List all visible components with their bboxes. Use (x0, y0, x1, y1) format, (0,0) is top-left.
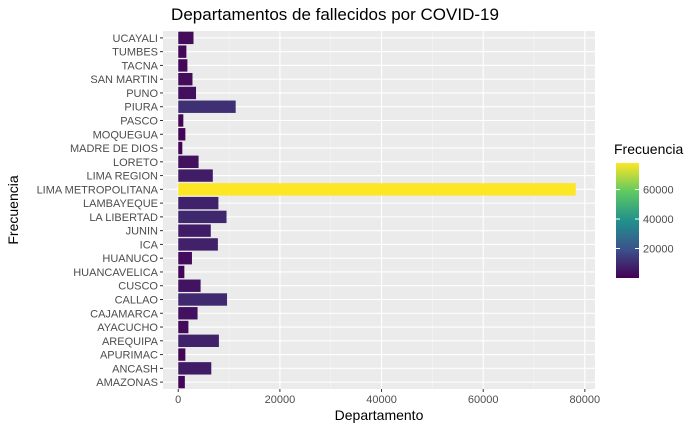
legend-title: Frecuencia (614, 141, 683, 157)
y-tick-label: LIMA METROPOLITANA (37, 184, 159, 196)
y-tick-label: HUANCAVELICA (73, 267, 158, 279)
bar (178, 224, 211, 237)
bar (178, 251, 192, 265)
bar (178, 279, 201, 292)
bar (178, 320, 189, 334)
y-tick-label: ICA (140, 239, 159, 251)
bar (178, 155, 199, 169)
bar (178, 238, 218, 251)
bar (178, 210, 227, 224)
x-axis-title: Departamento (335, 407, 424, 423)
bar (178, 72, 193, 86)
y-tick-label: CAJAMARCA (90, 308, 159, 320)
bar (178, 348, 186, 361)
bar (178, 128, 186, 141)
bar (178, 183, 576, 196)
bar (178, 59, 188, 72)
y-tick-label: LORETO (113, 157, 158, 169)
y-tick-label: PASCO (120, 116, 158, 128)
y-tick-label: MOQUEGUA (93, 129, 159, 141)
y-tick-label: JUNIN (126, 226, 158, 238)
x-tick-label: 40000 (366, 394, 397, 406)
bars (178, 31, 576, 389)
y-tick-label: SAN MARTIN (90, 74, 158, 86)
y-tick-label: TACNA (122, 60, 159, 72)
y-tick-label: CALLAO (115, 295, 159, 307)
y-tick-label: ANCASH (112, 363, 158, 375)
bar (178, 293, 228, 306)
legend: Frecuencia 20000 40000 60000 (614, 141, 683, 278)
y-tick-label: UCAYALI (113, 33, 158, 45)
y-tick-label: AMAZONAS (96, 377, 158, 389)
y-tick-label: MADRE DE DIOS (70, 143, 158, 155)
legend-tick-label: 20000 (643, 244, 674, 256)
y-tick-label: PIURA (124, 102, 158, 114)
grid-lines (163, 31, 595, 389)
bar (178, 31, 194, 45)
y-tick-label: AYACUCHO (97, 322, 158, 334)
bar (178, 375, 185, 389)
bar (178, 86, 197, 100)
y-tick-label: AREQUIPA (102, 336, 159, 348)
chart-title: Departamentos de fallecidos por COVID-19 (171, 5, 499, 24)
x-tick-label: 80000 (570, 394, 601, 406)
y-tick-label: PUNO (126, 88, 158, 100)
legend-tick-label: 60000 (643, 185, 674, 197)
bar (178, 265, 185, 279)
x-tick-label: 20000 (265, 394, 296, 406)
x-tick-label: 0 (175, 394, 181, 406)
y-tick-label: LAMBAYEQUE (83, 198, 158, 210)
y-tick-label: LA LIBERTAD (89, 212, 158, 224)
x-tick-label: 60000 (468, 394, 499, 406)
x-tick-labels: 0 20000 40000 60000 80000 (175, 389, 600, 406)
bar (178, 45, 187, 58)
bar (178, 141, 183, 155)
bar (178, 169, 213, 182)
y-tick-label: HUANUCO (102, 253, 158, 265)
y-tick-label: APURIMAC (100, 350, 158, 362)
bar (178, 362, 212, 375)
y-tick-label: TUMBES (112, 47, 158, 59)
bar (178, 307, 198, 320)
legend-tick-label: 40000 (643, 214, 674, 226)
bar (178, 334, 219, 348)
bar (178, 100, 236, 113)
y-tick-label: CUSCO (118, 281, 158, 293)
bar (178, 196, 219, 210)
y-tick-label: LIMA REGION (86, 171, 158, 183)
y-axis-title: Frecuencia (5, 175, 21, 244)
plot-panel (163, 31, 595, 389)
legend-colorbar (616, 163, 639, 278)
legend-ticks: 20000 40000 60000 (616, 185, 674, 256)
bar (178, 114, 184, 127)
